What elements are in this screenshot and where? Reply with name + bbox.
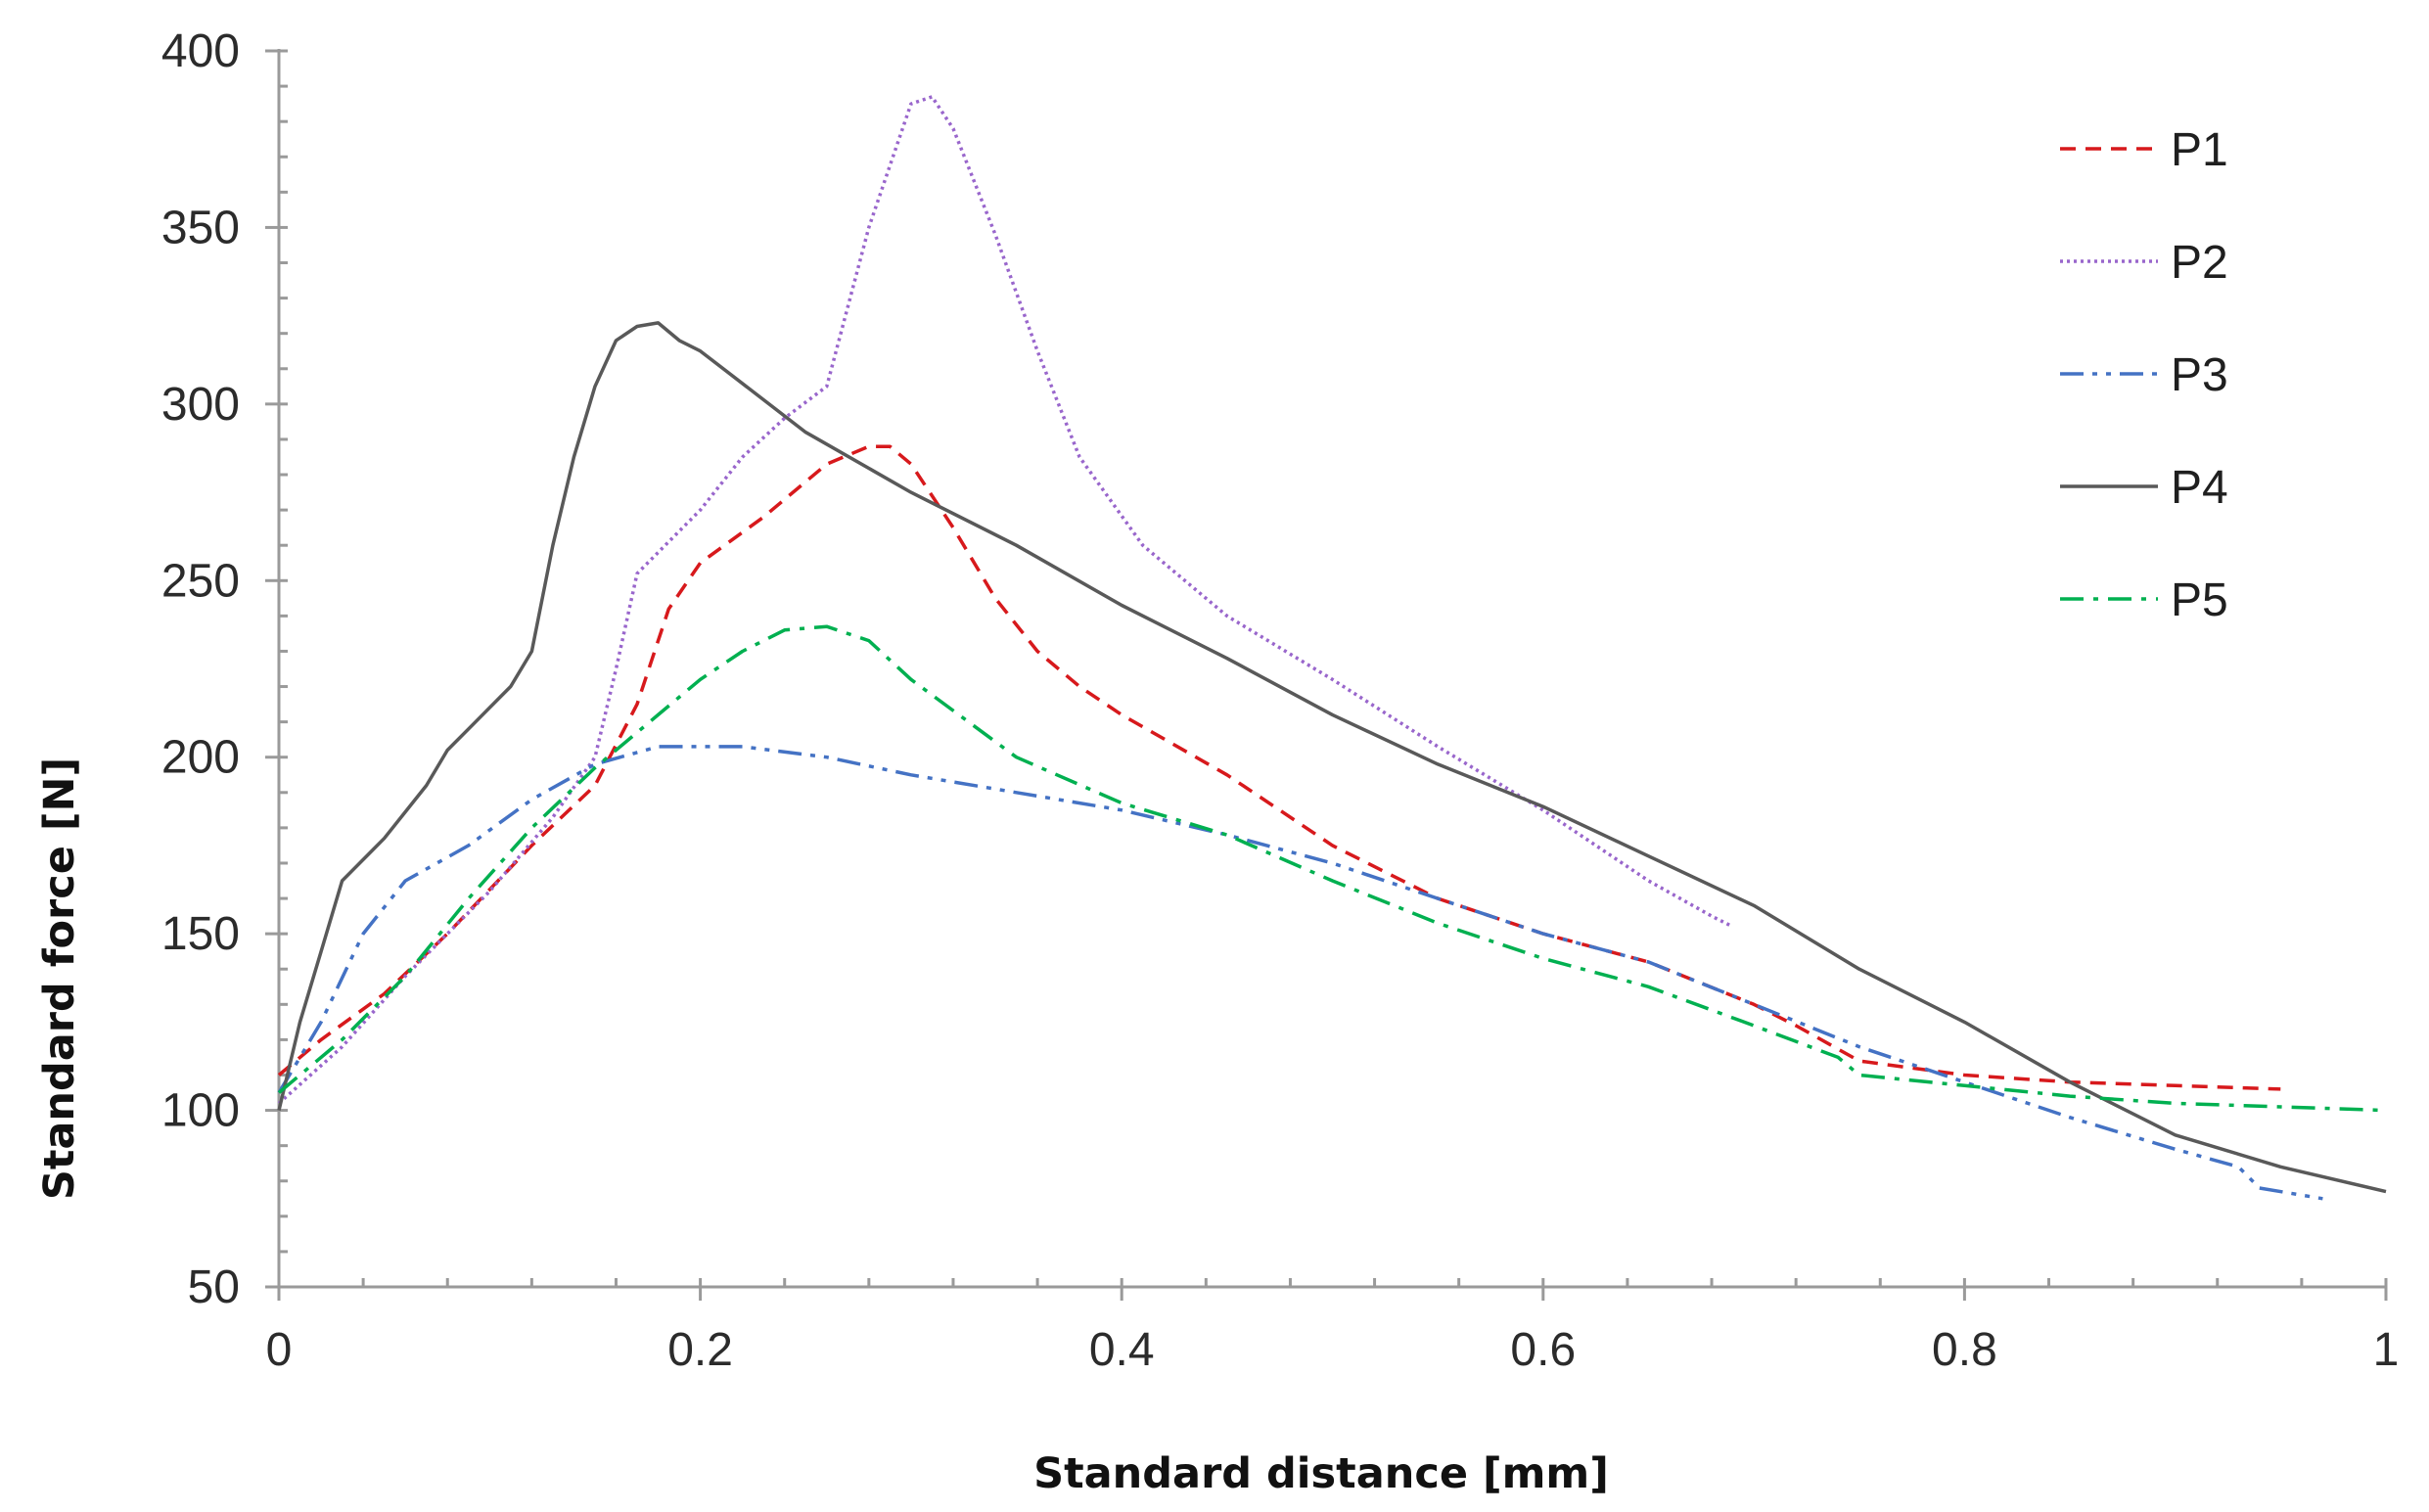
axes: 50 100 150 200 250 300 350 400 0 0.2 0.4 0.6 0.8 1: [161, 25, 2399, 1376]
series-line-p3: [277, 745, 2323, 1201]
legend-label-p4: P4: [2171, 462, 2228, 514]
x-tick-label: 0.6: [1510, 1324, 1576, 1376]
plot-series: [277, 95, 2387, 1201]
series-line-p2: [277, 95, 1734, 1105]
x-tick-label: 1: [2373, 1324, 2400, 1376]
y-tick-label: 400: [161, 25, 240, 77]
y-tick-label: 300: [161, 379, 240, 431]
x-tick-label: 0.2: [667, 1324, 733, 1376]
y-tick-label: 100: [161, 1085, 240, 1137]
legend-label-p3: P3: [2171, 349, 2228, 401]
x-tick-label: 0.4: [1089, 1324, 1155, 1376]
series-line-p5: [277, 624, 2387, 1113]
y-tick-label: 200: [161, 732, 240, 784]
legend-label-p5: P5: [2171, 574, 2228, 626]
y-tick-label: 150: [161, 908, 240, 960]
legend: P1 P2 P3 P4 P5: [2060, 124, 2228, 626]
x-tick-label: 0.8: [1932, 1324, 1997, 1376]
x-tick-label: 0: [266, 1324, 293, 1376]
x-axis-title: Standard distance [mm]: [1033, 1449, 1609, 1498]
legend-label-p2: P2: [2171, 237, 2228, 289]
legend-label-p1: P1: [2171, 124, 2228, 176]
y-tick-label: 250: [161, 555, 240, 607]
y-tick-label: 50: [188, 1261, 240, 1313]
y-axis-title: Standard force [N]: [35, 757, 84, 1200]
y-tick-label: 350: [161, 202, 240, 253]
series-line-p4: [277, 321, 2387, 1194]
series-line-p1: [277, 444, 2281, 1091]
